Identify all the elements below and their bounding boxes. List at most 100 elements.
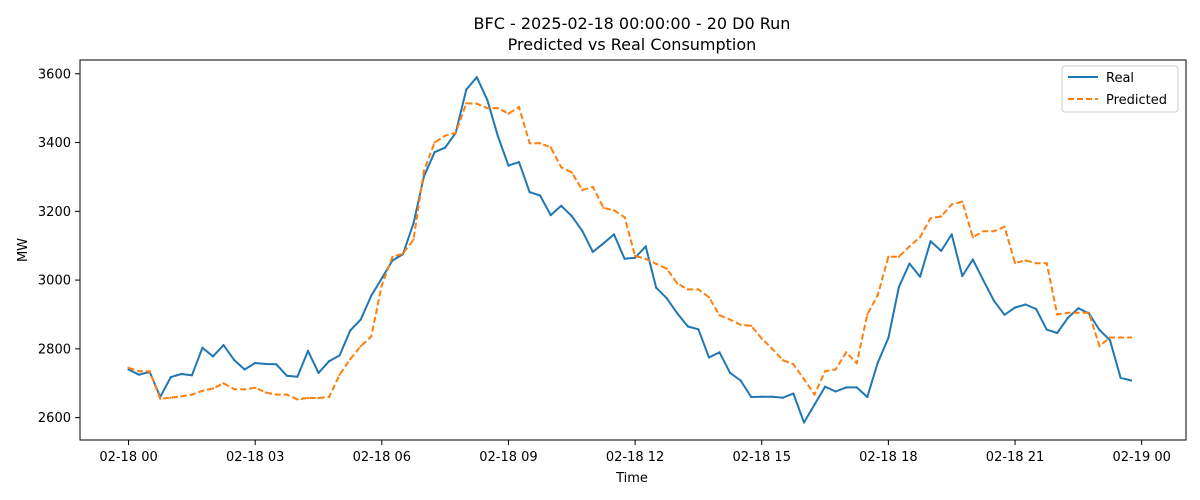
data-point-predicted <box>1087 311 1090 314</box>
data-point-predicted <box>422 169 426 172</box>
data-point-predicted <box>908 245 911 248</box>
data-point-real <box>855 386 858 389</box>
data-point-real <box>211 355 215 358</box>
data-point-predicted <box>581 188 584 192</box>
data-point-predicted <box>982 230 985 233</box>
data-point-predicted <box>433 141 436 144</box>
data-point-real <box>1045 328 1048 331</box>
data-point-real <box>697 328 700 331</box>
data-point-predicted <box>138 370 141 373</box>
y-tick-label: 2600 <box>38 411 71 426</box>
data-point-predicted <box>306 396 310 400</box>
data-point-real <box>591 250 595 253</box>
data-point-predicted <box>897 255 901 258</box>
data-point-predicted <box>243 388 246 391</box>
data-point-real <box>422 175 426 178</box>
data-point-real <box>845 386 848 389</box>
data-point-real <box>380 277 383 280</box>
data-point-predicted <box>380 284 383 287</box>
data-point-predicted <box>444 134 447 137</box>
plot-frame <box>79 59 1187 441</box>
data-point-predicted <box>1035 262 1038 265</box>
data-point-predicted <box>718 314 721 317</box>
data-point-real <box>190 374 193 377</box>
x-tick-label: 02-18 09 <box>479 450 537 465</box>
x-axis-label: Time <box>615 471 648 486</box>
data-point-real <box>465 88 468 91</box>
data-point-predicted <box>370 335 373 338</box>
data-point-predicted <box>148 370 151 373</box>
data-point-predicted <box>528 142 531 145</box>
x-tick-label: 02-18 15 <box>733 450 791 465</box>
data-point-predicted <box>707 296 711 299</box>
data-point-predicted <box>190 393 193 396</box>
data-point-real <box>1066 316 1069 319</box>
data-point-real <box>824 385 827 388</box>
data-point-real <box>802 421 806 424</box>
data-point-real <box>528 191 531 194</box>
data-point-predicted <box>211 387 215 390</box>
data-point-predicted <box>655 262 658 265</box>
data-point-real <box>634 256 637 259</box>
y-tick-label: 2800 <box>38 342 71 357</box>
data-point-predicted <box>697 288 700 291</box>
data-point-real <box>1108 339 1112 342</box>
data-point-real <box>686 325 690 328</box>
data-point-predicted <box>180 395 183 398</box>
data-point-real <box>897 285 901 289</box>
data-point-predicted <box>729 318 732 321</box>
data-point-real <box>866 395 869 399</box>
data-point-real <box>1013 306 1017 309</box>
data-point-predicted <box>264 391 267 394</box>
data-point-real <box>929 240 932 243</box>
data-point-real <box>444 146 447 149</box>
data-point-real <box>254 361 257 365</box>
data-point-predicted <box>1024 259 1027 262</box>
data-point-predicted <box>929 217 932 220</box>
data-point-real <box>1119 376 1122 379</box>
x-tick-label: 02-18 03 <box>226 450 284 465</box>
data-point-real <box>781 396 785 399</box>
x-tick-label: 02-18 21 <box>986 450 1044 465</box>
data-point-real <box>275 363 278 366</box>
data-point-real <box>665 297 668 300</box>
data-point-predicted <box>1003 225 1006 228</box>
data-point-predicted <box>233 388 236 391</box>
y-axis-label: MW <box>16 238 31 262</box>
data-point-predicted <box>328 395 331 399</box>
data-point-predicted <box>1098 345 1101 348</box>
legend: Real Predicted <box>1061 65 1179 113</box>
data-point-real <box>570 215 573 218</box>
data-point-predicted <box>517 106 521 109</box>
data-point-real <box>1035 307 1038 311</box>
data-point-real <box>1003 313 1006 316</box>
data-point-real <box>834 390 837 393</box>
data-point-predicted <box>486 107 489 110</box>
data-point-real <box>729 371 732 374</box>
data-point-real <box>771 395 774 398</box>
data-point-real <box>201 346 204 349</box>
data-point-real <box>338 354 341 357</box>
data-point-real <box>517 161 521 164</box>
data-point-real <box>285 374 288 377</box>
data-point-predicted <box>940 215 943 218</box>
data-point-real <box>222 344 225 347</box>
data-point-predicted <box>560 166 563 169</box>
data-point-real <box>264 362 267 366</box>
data-point-predicted <box>539 142 542 145</box>
y-tick-label: 3400 <box>38 136 71 151</box>
data-point-real <box>971 258 974 261</box>
data-point-real <box>739 379 742 382</box>
data-point-predicted <box>887 255 890 258</box>
legend-real-label: Real <box>1106 71 1134 86</box>
data-point-predicted <box>1013 261 1017 264</box>
data-point-real <box>1098 328 1101 332</box>
data-point-predicted <box>992 230 996 233</box>
data-point-real <box>359 318 362 321</box>
data-point-predicted <box>1130 336 1133 339</box>
data-point-predicted <box>612 209 616 212</box>
data-point-real <box>887 336 890 339</box>
data-point-predicted <box>971 236 974 239</box>
data-point-predicted <box>834 368 837 371</box>
